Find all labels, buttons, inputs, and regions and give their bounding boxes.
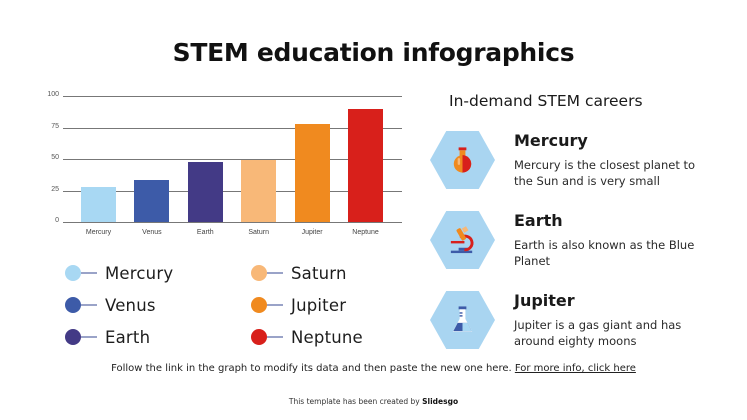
more-info-link[interactable]: For more info, click here	[514, 363, 636, 374]
legend-label: Venus	[105, 295, 156, 315]
legend-item-saturn: Saturn	[251, 263, 347, 283]
footnote-text: Follow the link in the graph to modify i…	[111, 363, 515, 374]
legend-label: Neptune	[291, 327, 363, 347]
y-tick-label: 25	[51, 185, 59, 193]
bar-neptune[interactable]	[348, 108, 383, 222]
x-tick-label: Earth	[196, 229, 214, 236]
bar-earth[interactable]	[187, 161, 223, 222]
credit-line: This template has been created by Slides…	[0, 397, 747, 406]
x-tick-label: Neptune	[352, 229, 379, 236]
hexagon-badge	[430, 131, 495, 189]
legend-connector	[267, 304, 283, 306]
y-tick-label: 100	[47, 91, 59, 98]
legend-dot-icon	[251, 329, 267, 345]
gridline	[63, 190, 402, 192]
legend-label: Jupiter	[291, 295, 347, 315]
career-item-mercury: Mercury Mercury is the closest planet to…	[430, 131, 730, 195]
legend-label: Saturn	[291, 263, 347, 283]
credit-text: This template has been created by	[288, 397, 423, 406]
career-description: Mercury is the closest planet to the Sun…	[514, 158, 696, 188]
gridline	[63, 159, 402, 160]
x-tick-label: Saturn	[248, 229, 269, 236]
bar-chart[interactable]: 0 25 50 75 100 Mercury Venus Earth Saturn Jupiter…	[0, 0, 420, 250]
legend-item-earth: Earth	[65, 327, 150, 347]
legend-dot-icon	[65, 265, 81, 281]
legend-connector	[81, 272, 97, 274]
bar-mercury[interactable]	[81, 186, 116, 222]
career-description: Earth is also known as the Blue Planet	[514, 238, 695, 268]
career-name: Mercury	[514, 131, 588, 150]
page-title: STEM education infographics	[172, 38, 575, 67]
y-tick-label: 75	[51, 122, 59, 130]
bar-venus[interactable]	[134, 180, 170, 222]
hexagon-badge	[430, 211, 495, 269]
legend-label: Mercury	[105, 263, 174, 283]
y-tick-label: 0	[55, 217, 59, 224]
legend-item-venus: Venus	[65, 295, 156, 315]
x-tick-label: Mercury	[85, 229, 112, 236]
legend-connector	[81, 336, 97, 338]
career-name: Jupiter	[514, 291, 575, 310]
footnote: Follow the link in the graph to modify i…	[0, 363, 747, 374]
x-tick-label: Venus	[142, 229, 162, 236]
legend-item-neptune: Neptune	[251, 327, 363, 347]
career-name: Earth	[514, 211, 563, 230]
brand-name: Slidesgo	[422, 397, 459, 406]
legend-label: Earth	[105, 327, 151, 347]
legend-dot-icon	[65, 297, 81, 313]
careers-heading: In-demand STEM careers	[449, 92, 643, 110]
flask-round-icon	[453, 147, 472, 173]
legend-dot-icon	[251, 297, 267, 313]
career-description: Jupiter is a gas giant and has around ei…	[514, 318, 682, 348]
erlenmeyer-flask-icon	[452, 306, 473, 332]
bar-jupiter[interactable]	[294, 123, 330, 222]
legend-dot-icon	[251, 265, 267, 281]
hexagon-badge	[430, 291, 495, 349]
legend-item-jupiter: Jupiter	[251, 295, 346, 315]
bar-saturn[interactable]	[241, 160, 277, 222]
gridline	[63, 96, 402, 97]
gridline	[63, 127, 402, 129]
legend-item-mercury: Mercury	[65, 263, 173, 283]
microscope-icon	[450, 226, 474, 254]
legend-dot-icon	[65, 329, 81, 345]
gridline	[63, 222, 402, 223]
career-item-earth: Earth Earth is also known as the Blue Pl…	[430, 211, 730, 275]
y-tick-label: 50	[51, 154, 59, 161]
legend-connector	[81, 304, 97, 306]
x-tick-label: Jupiter	[301, 229, 323, 236]
legend-connector	[267, 272, 283, 274]
career-item-jupiter: Jupiter Jupiter is a gas giant and has a…	[430, 291, 730, 355]
legend-connector	[267, 336, 283, 338]
